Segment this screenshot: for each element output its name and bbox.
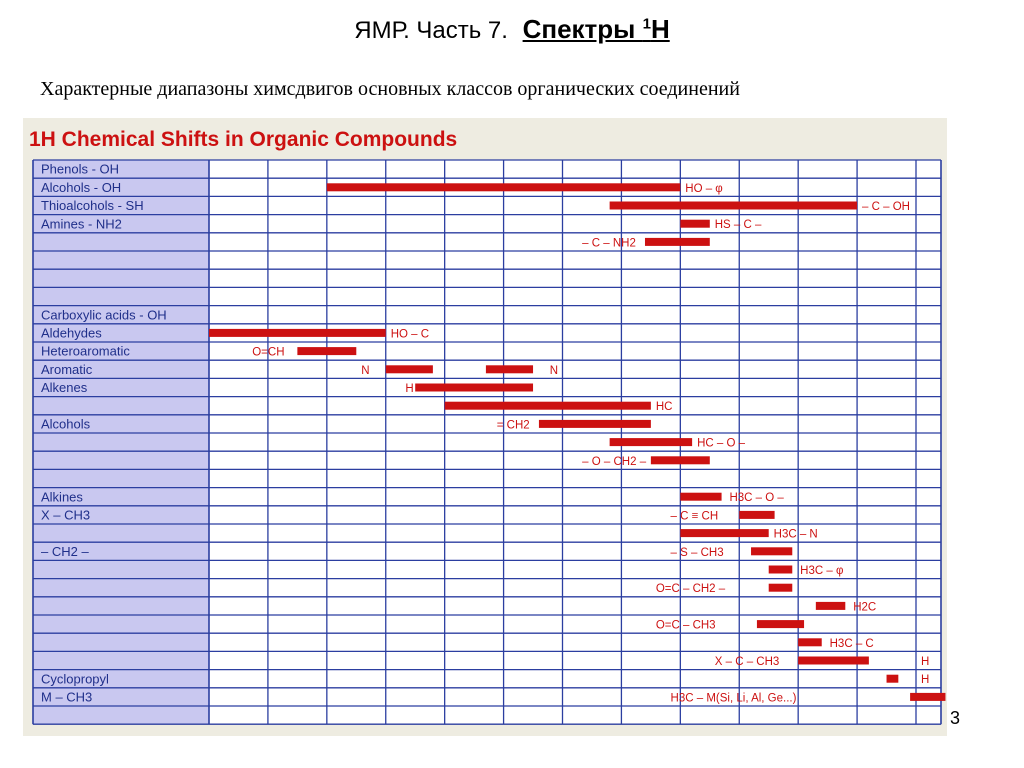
row-label: – CH2 – [41, 544, 89, 559]
x-axis-label: ppm (TMS) [105, 733, 175, 736]
chart-panel: 1H Chemical Shifts in Organic Compounds 1… [23, 118, 947, 736]
shift-range-bar [680, 492, 722, 501]
shift-range-bar [297, 347, 357, 356]
structure-annotation: N [550, 365, 558, 377]
row-label: Cyclopropyl [41, 671, 109, 686]
shift-range-bar [798, 638, 822, 647]
shift-range-bar [815, 601, 846, 610]
slide-subtitle: Характерные диапазоны химсдвигов основны… [40, 78, 740, 100]
x-tick-label: 5 [618, 733, 626, 736]
shift-range-bar [739, 510, 775, 519]
row-label: Amines - NH2 [41, 216, 122, 231]
structure-annotation: HC [656, 401, 673, 413]
shift-range-bar [680, 529, 769, 538]
structure-annotation: N [361, 365, 369, 377]
shift-range-bar [756, 620, 805, 629]
x-tick-label: 6 [559, 733, 567, 736]
shift-range-bar [768, 583, 793, 592]
shift-range-bar [751, 547, 793, 556]
x-tick-label: 8 [441, 733, 449, 736]
row-label: X – CH3 [41, 508, 90, 523]
structure-annotation: HC – O – [697, 438, 746, 450]
x-tick-label: 7 [500, 733, 508, 736]
shift-range-bar [415, 383, 534, 392]
row-label: Alcohols - OH [41, 180, 121, 195]
shift-range-bar [680, 219, 710, 228]
structure-annotation: X – C – CH3 [715, 656, 780, 668]
row-label: Alcohols [41, 417, 91, 432]
row-label: Carboxylic acids - OH [41, 307, 167, 322]
row-label: Phenols - OH [41, 162, 119, 177]
shift-range-bar [768, 565, 793, 574]
shift-range-bar [444, 401, 651, 410]
structure-annotation: H3C – M(Si, Li, Al, Ge...) [671, 692, 797, 704]
shift-range-bar [385, 365, 433, 374]
structure-annotation: H2C [853, 601, 876, 613]
structure-annotation: HO – φ [685, 183, 723, 195]
row-label: Alkines [41, 489, 83, 504]
shift-range-bar [910, 692, 946, 701]
x-tick-label: 1 [853, 733, 861, 736]
row-label: Thioalcohols - SH [41, 198, 144, 213]
shift-range-bar [798, 656, 869, 665]
shift-range-bar [209, 328, 386, 337]
x-tick-label: 0 [912, 733, 920, 736]
row-label: Aromatic [41, 362, 93, 377]
structure-annotation: H [405, 383, 413, 395]
shift-range-bar [650, 456, 710, 465]
structure-annotation: HS – C – [715, 219, 762, 231]
row-label: M – CH3 [41, 690, 92, 705]
structure-annotation: HO – C [391, 328, 429, 340]
structure-annotation: O=CH [252, 347, 284, 359]
title-strong: Спектры 1H [522, 14, 670, 44]
row-label: Aldehydes [41, 326, 102, 341]
shift-range-bar [886, 674, 899, 683]
structure-annotation: – C – OH [862, 201, 910, 213]
x-tick-label: 4 [676, 733, 684, 736]
structure-annotation: H3C – O – [729, 492, 784, 504]
shift-range-bar [538, 419, 651, 428]
page-number: 3 [950, 708, 961, 728]
x-tick-label: 9 [382, 733, 390, 736]
x-tick-label: 3 [735, 733, 743, 736]
x-tick-label: 11 [261, 733, 276, 736]
structure-annotation: H [921, 674, 929, 686]
row-label: Heteroaromatic [41, 344, 130, 359]
row-label: Alkenes [41, 380, 88, 395]
x-tick-label: 10 [319, 733, 335, 736]
label-column [33, 160, 209, 725]
shift-range-bar [485, 365, 534, 374]
shift-range-bar [609, 438, 693, 447]
structure-annotation: O=C – CH3 [656, 620, 716, 632]
title-lead: ЯМР. Часть 7. [354, 17, 508, 44]
slide-title: ЯМР. Часть 7. Спектры 1H [0, 14, 1024, 45]
x-tick-label: 12 [201, 733, 217, 736]
structure-annotation: H3C – C [830, 638, 874, 650]
x-tick-label: 2 [794, 733, 802, 736]
structure-annotation: = CH2 [497, 419, 530, 431]
shift-range-bar [609, 201, 858, 210]
structure-annotation: O=C – CH2 – [656, 583, 726, 595]
shift-range-bar [326, 183, 681, 192]
chemical-shift-chart: 1H Chemical Shifts in Organic Compounds 1… [29, 128, 946, 736]
shift-range-bar [644, 237, 710, 246]
chart-title: 1H Chemical Shifts in Organic Compounds [29, 128, 457, 151]
plot-area [209, 160, 941, 725]
structure-annotation: H3C – φ [800, 565, 843, 577]
structure-annotation: – C ≡ CH [671, 510, 719, 522]
structure-annotation: – S – CH3 [671, 547, 724, 559]
structure-annotation: – O – CH2 – [582, 456, 647, 468]
structure-annotation: – C – NH2 [582, 237, 636, 249]
structure-annotation: H [921, 656, 929, 668]
structure-annotation: H3C – N [774, 529, 818, 541]
